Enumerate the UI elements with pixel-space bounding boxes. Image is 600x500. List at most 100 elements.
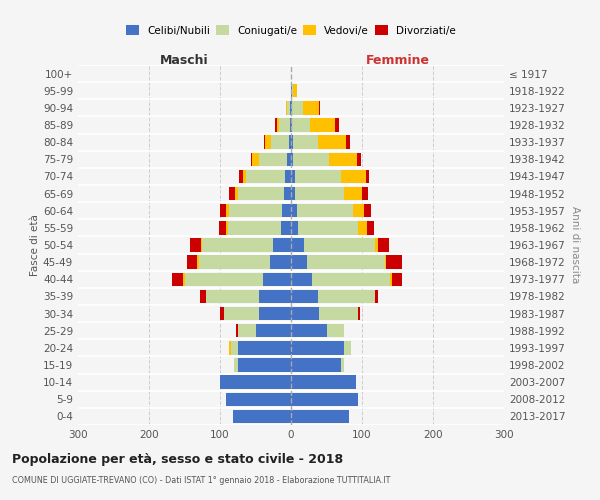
Bar [291, 256, 307, 269]
Bar [291, 324, 326, 338]
Bar [291, 290, 318, 303]
Bar [392, 272, 403, 286]
Bar [259, 307, 291, 320]
Bar [291, 392, 358, 406]
Bar [279, 118, 290, 132]
Bar [238, 187, 284, 200]
Bar [197, 256, 199, 269]
Bar [264, 136, 265, 149]
Bar [226, 204, 229, 218]
Bar [291, 84, 292, 98]
Bar [335, 118, 338, 132]
Bar [319, 307, 358, 320]
Bar [358, 307, 360, 320]
Bar [226, 392, 291, 406]
Y-axis label: Fasce di età: Fasce di età [30, 214, 40, 276]
Bar [310, 118, 335, 132]
Bar [230, 341, 238, 354]
Bar [344, 187, 362, 200]
Bar [318, 290, 375, 303]
Bar [243, 170, 246, 183]
Bar [365, 170, 369, 183]
Bar [259, 152, 287, 166]
Bar [386, 256, 402, 269]
Text: Maschi: Maschi [160, 54, 209, 66]
Bar [293, 136, 318, 149]
Bar [233, 410, 291, 423]
Bar [341, 170, 365, 183]
Bar [200, 290, 206, 303]
Bar [291, 187, 295, 200]
Bar [185, 272, 263, 286]
Bar [275, 118, 277, 132]
Bar [286, 101, 287, 114]
Bar [303, 101, 319, 114]
Bar [375, 238, 379, 252]
Bar [281, 221, 291, 234]
Bar [379, 238, 389, 252]
Bar [357, 152, 361, 166]
Bar [251, 152, 252, 166]
Bar [319, 101, 320, 114]
Bar [246, 170, 286, 183]
Bar [313, 272, 391, 286]
Bar [235, 187, 238, 200]
Bar [229, 341, 230, 354]
Bar [291, 272, 313, 286]
Bar [295, 187, 344, 200]
Bar [364, 204, 371, 218]
Bar [256, 324, 291, 338]
Bar [224, 307, 259, 320]
Bar [293, 84, 296, 98]
Bar [291, 204, 296, 218]
Bar [263, 272, 291, 286]
Bar [344, 341, 352, 354]
Bar [298, 221, 358, 234]
Bar [287, 152, 291, 166]
Bar [238, 324, 256, 338]
Bar [329, 152, 357, 166]
Bar [358, 221, 367, 234]
Bar [391, 272, 392, 286]
Bar [291, 118, 292, 132]
Bar [252, 152, 259, 166]
Text: Femmine: Femmine [365, 54, 430, 66]
Bar [291, 136, 293, 149]
Bar [239, 170, 243, 183]
Bar [295, 170, 341, 183]
Bar [292, 84, 293, 98]
Bar [290, 101, 291, 114]
Bar [291, 307, 319, 320]
Bar [296, 204, 353, 218]
Y-axis label: Anni di nascita: Anni di nascita [569, 206, 580, 284]
Bar [362, 187, 368, 200]
Bar [287, 101, 290, 114]
Bar [367, 221, 374, 234]
Bar [199, 256, 270, 269]
Bar [286, 170, 291, 183]
Bar [293, 152, 329, 166]
Bar [289, 136, 291, 149]
Bar [353, 204, 364, 218]
Bar [220, 204, 226, 218]
Bar [202, 238, 273, 252]
Bar [238, 358, 291, 372]
Bar [172, 272, 183, 286]
Bar [265, 136, 271, 149]
Bar [346, 136, 350, 149]
Bar [291, 101, 292, 114]
Bar [326, 324, 344, 338]
Bar [226, 221, 228, 234]
Bar [259, 290, 291, 303]
Bar [291, 152, 293, 166]
Legend: Celibi/Nubili, Coniugati/e, Vedovi/e, Divorziati/e: Celibi/Nubili, Coniugati/e, Vedovi/e, Di… [124, 24, 458, 38]
Bar [201, 238, 202, 252]
Bar [291, 358, 341, 372]
Bar [291, 376, 356, 389]
Bar [236, 324, 238, 338]
Bar [229, 204, 283, 218]
Bar [206, 290, 259, 303]
Bar [273, 238, 291, 252]
Text: Popolazione per età, sesso e stato civile - 2018: Popolazione per età, sesso e stato civil… [12, 452, 343, 466]
Text: COMUNE DI UGGIATE-TREVANO (CO) - Dati ISTAT 1° gennaio 2018 - Elaborazione TUTTI: COMUNE DI UGGIATE-TREVANO (CO) - Dati IS… [12, 476, 391, 485]
